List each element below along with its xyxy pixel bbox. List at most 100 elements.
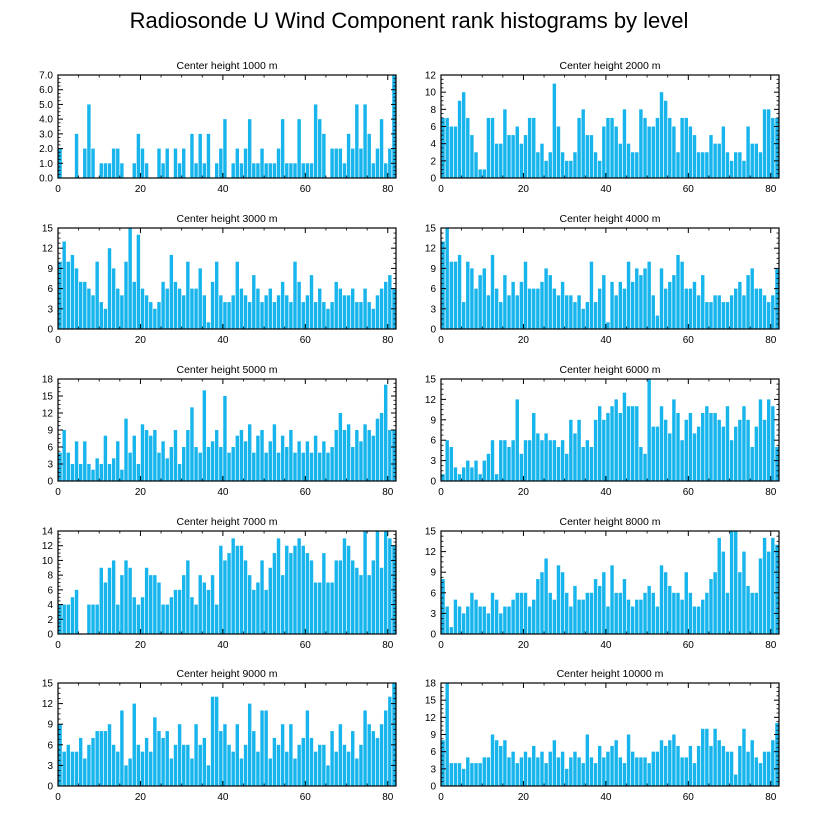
- y-tick-label: 3: [430, 764, 436, 775]
- histogram-bar: [589, 592, 594, 634]
- histogram-bar: [585, 734, 590, 786]
- histogram-bar: [383, 384, 388, 481]
- histogram-bar: [602, 419, 606, 481]
- histogram-bar: [536, 288, 540, 329]
- histogram-bar: [342, 744, 347, 786]
- histogram-bar: [668, 433, 672, 481]
- histogram-bar: [639, 275, 643, 329]
- y-tick-label: 15: [425, 224, 437, 235]
- x-tick-label: 60: [683, 487, 695, 498]
- histogram-bar: [729, 295, 734, 329]
- histogram-bar: [272, 737, 277, 786]
- histogram-bar: [330, 582, 334, 634]
- histogram-bar: [499, 302, 503, 329]
- histogram-bar: [643, 757, 647, 786]
- x-tick-label: 0: [55, 792, 61, 803]
- histogram-bar: [696, 426, 701, 481]
- histogram-bar: [70, 751, 75, 786]
- histogram-bar: [466, 757, 470, 786]
- histogram-bar: [144, 295, 149, 329]
- y-tick-label: 6: [47, 740, 53, 751]
- x-tick-label: 80: [382, 640, 394, 651]
- histogram-bar: [536, 152, 540, 178]
- y-tick-label: 1.0: [39, 159, 53, 170]
- histogram-bar: [560, 152, 565, 178]
- histogram-bar: [182, 295, 186, 329]
- histogram-bar: [383, 710, 388, 786]
- histogram-bar: [351, 560, 355, 634]
- histogram-bar: [124, 261, 128, 329]
- histogram-bar: [107, 163, 112, 178]
- histogram-bar: [713, 143, 717, 178]
- histogram-bar: [132, 703, 136, 786]
- panel-title: Center height 9000 m: [177, 668, 278, 680]
- histogram-bar: [692, 135, 697, 178]
- histogram-bar: [499, 143, 503, 178]
- histogram-bar: [771, 740, 775, 786]
- histogram-bar: [705, 302, 709, 329]
- histogram-bar: [606, 413, 610, 481]
- histogram-bar: [577, 419, 581, 481]
- histogram-bar: [696, 152, 701, 178]
- histogram-bar: [363, 104, 367, 178]
- histogram-bar: [173, 281, 178, 329]
- histogram-bar: [359, 744, 363, 786]
- histogram-bar: [74, 268, 79, 329]
- histogram-bar: [482, 606, 486, 634]
- histogram-bar: [165, 288, 169, 329]
- histogram-bar: [149, 435, 153, 481]
- histogram-bar: [663, 100, 668, 178]
- histogram-bar: [322, 133, 326, 178]
- histogram-bar: [182, 575, 186, 634]
- histogram-bar: [177, 464, 182, 481]
- histogram-bar: [635, 406, 639, 481]
- histogram-bar: [99, 302, 103, 329]
- histogram-bar: [70, 464, 75, 481]
- histogram-bar: [449, 627, 454, 634]
- histogram-bar: [334, 560, 338, 634]
- y-tick-label: 9: [430, 730, 436, 741]
- histogram-bar: [507, 757, 511, 786]
- histogram-bar: [305, 553, 310, 634]
- histogram-bar: [219, 295, 223, 329]
- histogram-bar: [214, 261, 219, 329]
- histogram-bar: [614, 399, 618, 481]
- histogram-bar: [144, 163, 149, 178]
- histogram-bar: [268, 163, 272, 178]
- histogram-bar: [210, 696, 215, 786]
- histogram-bar: [618, 757, 623, 786]
- histogram-bar: [738, 572, 742, 634]
- x-tick-label: 40: [600, 487, 612, 498]
- histogram-bar: [214, 696, 219, 786]
- histogram-bar: [206, 589, 211, 634]
- histogram-bar: [276, 538, 281, 634]
- histogram-bar: [206, 133, 211, 178]
- histogram-bar: [198, 744, 202, 786]
- histogram-bar: [457, 474, 462, 481]
- histogram-bar: [453, 467, 458, 481]
- histogram-bar: [647, 585, 651, 634]
- y-tick-label: 6: [430, 284, 436, 295]
- main-title: Radiosonde U Wind Component rank histogr…: [129, 8, 689, 33]
- histogram-bar: [153, 430, 157, 481]
- histogram-bar: [223, 119, 227, 178]
- histogram-bar: [87, 288, 91, 329]
- histogram-bar: [618, 413, 623, 481]
- histogram-bar: [713, 413, 717, 481]
- histogram-bar: [293, 545, 297, 634]
- histogram-bar: [334, 148, 338, 178]
- y-tick-label: 3.0: [39, 129, 53, 140]
- histogram-bar: [515, 592, 519, 634]
- histogram-bar: [326, 308, 330, 329]
- histogram-bar: [202, 582, 207, 634]
- y-tick-label: 9: [47, 720, 53, 731]
- histogram-bar: [750, 268, 754, 329]
- histogram-bar: [461, 302, 466, 329]
- y-tick-label: 8: [430, 105, 436, 116]
- histogram-bar: [355, 430, 359, 481]
- panel-title: Center height 7000 m: [177, 516, 278, 528]
- histogram-bar: [478, 169, 482, 178]
- histogram-bar: [445, 606, 449, 634]
- histogram-bar: [717, 143, 721, 178]
- histogram-bar: [490, 440, 495, 481]
